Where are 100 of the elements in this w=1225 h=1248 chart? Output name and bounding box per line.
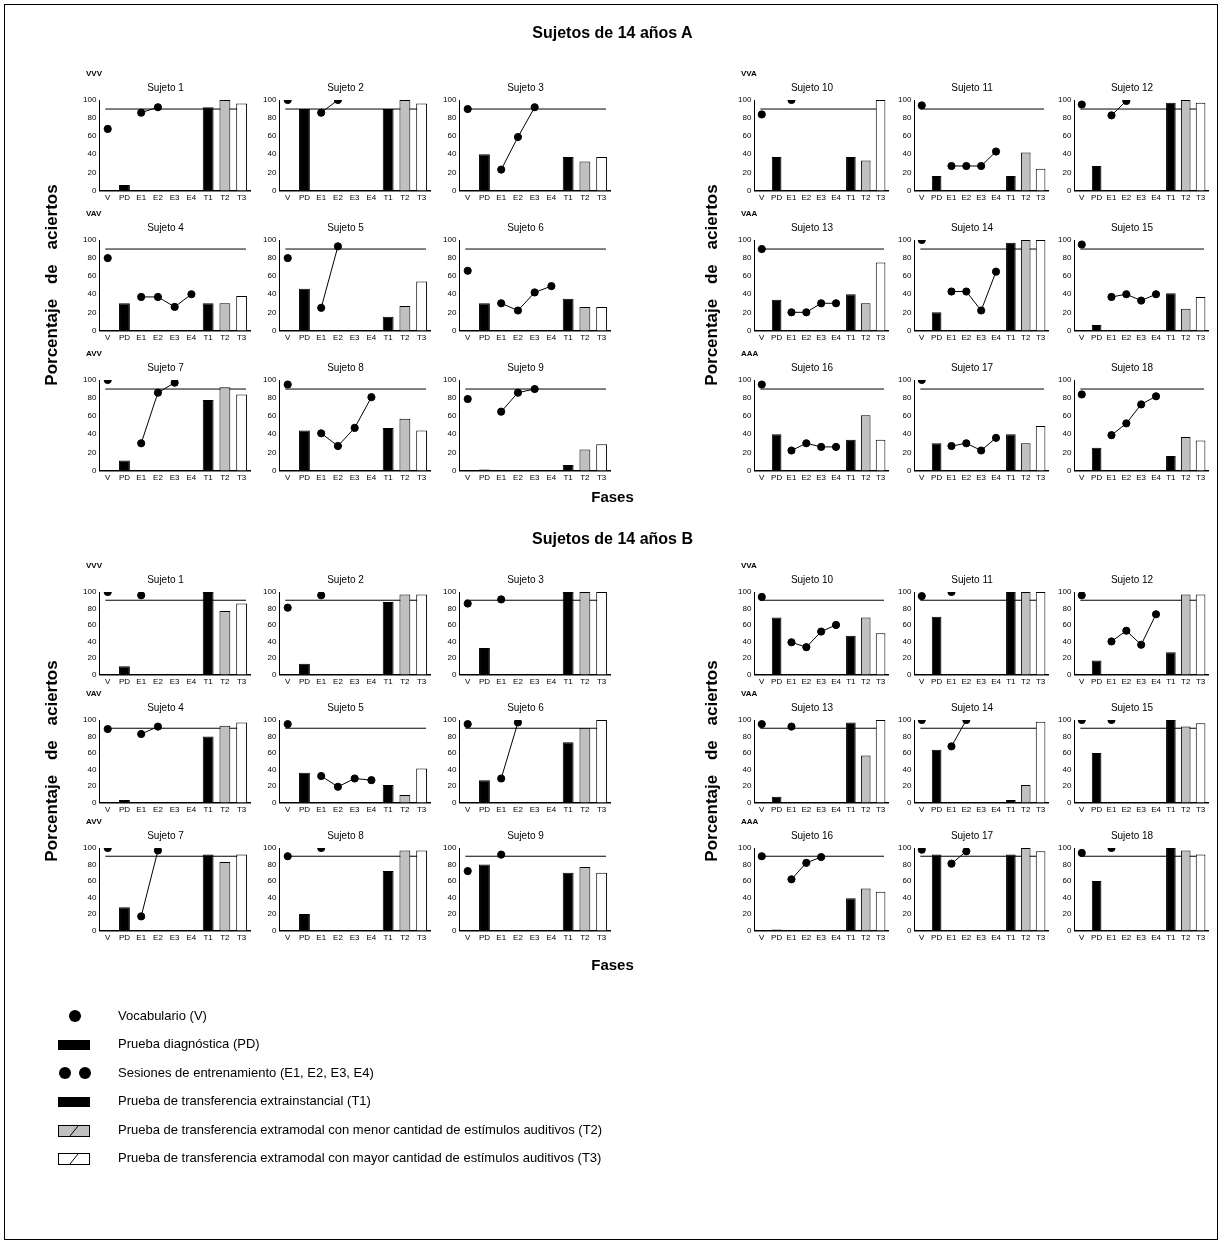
text: Sesiones de entrenamiento (E1, E2, E3, E4) <box>118 1064 374 1080</box>
y-tick-label: 100 <box>262 235 277 245</box>
x-tick-label: T2 <box>580 333 591 343</box>
x-tick-label: E1 <box>1106 333 1117 343</box>
x-tick-label: E1 <box>136 193 147 203</box>
x-tick-label: E2 <box>513 677 524 687</box>
x-tick-label: T2 <box>400 677 411 687</box>
x-tick-label: E3 <box>529 805 541 815</box>
y-tick-label: 20 <box>267 307 277 317</box>
y-tick-label: 0 <box>1066 669 1072 679</box>
chart-title: Sujeto 10 <box>790 81 834 93</box>
y-tick-label: 60 <box>267 748 277 758</box>
y-tick-label: 0 <box>91 669 97 679</box>
x-tick-label: E2 <box>1121 473 1132 483</box>
x-tick-label: E1 <box>136 933 147 943</box>
x-tick-label: E1 <box>786 677 797 687</box>
x-tick-label: E1 <box>316 333 327 343</box>
y-tick-label: 80 <box>902 859 912 869</box>
y-tick-label: 80 <box>87 113 97 123</box>
y-tick-label: 40 <box>742 892 752 902</box>
x-tick-label: T3 <box>596 677 607 687</box>
y-tick-label: 100 <box>737 375 752 385</box>
chart-title: Sujeto 9 <box>507 361 545 373</box>
chart-subtitle: VVV <box>86 69 103 78</box>
y-tick-label: 100 <box>262 843 277 853</box>
chart-title: Sujeto 17 <box>950 829 994 841</box>
x-tick-label: E4 <box>831 677 842 687</box>
chart-subtitle: VAV <box>86 209 102 218</box>
x-tick-label: V <box>1079 677 1086 687</box>
x-tick-label: T3 <box>596 473 607 483</box>
y-tick-label: 40 <box>902 289 912 299</box>
x-tick-label: E4 <box>1151 933 1162 943</box>
y-tick-label: 60 <box>267 411 277 421</box>
y-tick-label: 40 <box>87 892 97 902</box>
y-tick-label: 60 <box>267 271 277 281</box>
x-tick-label: E2 <box>333 933 344 943</box>
y-tick-label: 100 <box>897 375 912 385</box>
x-tick-label: V <box>1079 805 1086 815</box>
x-tick-label: E3 <box>169 333 181 343</box>
y-tick-label: 100 <box>737 843 752 853</box>
y-tick-label: 100 <box>897 95 912 105</box>
x-tick-label: E4 <box>991 677 1002 687</box>
chart-title: Sujeto 14 <box>950 221 994 233</box>
y-tick-label: 60 <box>902 748 912 758</box>
y-tick-label: 0 <box>906 465 912 475</box>
x-tick-label: E2 <box>961 473 972 483</box>
y-tick-label: 80 <box>87 393 97 403</box>
x-tick-label: V <box>759 333 766 343</box>
x-tick-label: T3 <box>236 333 247 343</box>
x-tick-label: T1 <box>1166 933 1177 943</box>
y-tick-label: 80 <box>1062 253 1072 263</box>
y-tick-label: 100 <box>737 95 752 105</box>
y-tick-label: 0 <box>451 797 457 807</box>
x-tick-label: T1 <box>846 333 857 343</box>
x-tick-label: T3 <box>1035 473 1046 483</box>
x-tick-label: T2 <box>220 193 231 203</box>
chart-title: Sujeto 17 <box>950 361 994 373</box>
x-tick-label: PD <box>118 677 131 687</box>
y-tick-label: 20 <box>447 781 457 791</box>
x-tick-label: T2 <box>861 193 871 203</box>
x-tick-label: T1 <box>1166 677 1177 687</box>
x-tick-label: T1 <box>383 805 394 815</box>
y-tick-label: 60 <box>902 620 912 630</box>
x-tick-label: V <box>105 805 112 815</box>
x-tick-label: T2 <box>1021 333 1031 343</box>
x-tick-label: PD <box>478 333 491 343</box>
y-tick-label: 80 <box>87 603 97 613</box>
y-tick-label: 80 <box>267 253 277 263</box>
y-tick-label: 20 <box>902 307 912 317</box>
y-tick-label: 0 <box>1066 185 1072 195</box>
x-tick-label: E1 <box>1106 677 1117 687</box>
y-tick-label: 80 <box>742 253 752 263</box>
x-tick-label: PD <box>931 193 943 203</box>
x-tick-label: E4 <box>1151 333 1162 343</box>
x-tick-label: E3 <box>816 933 827 943</box>
x-tick-label: E2 <box>513 805 524 815</box>
y-tick-label: 0 <box>906 797 912 807</box>
y-tick-label: 80 <box>267 603 277 613</box>
x-tick-label: E1 <box>316 933 327 943</box>
y-tick-label: 40 <box>87 429 97 439</box>
chart-subtitle: AVV <box>86 349 102 358</box>
chart-title: Sujeto 1 <box>147 573 185 585</box>
x-tick-label: PD <box>931 933 943 943</box>
x-tick-label: PD <box>771 193 783 203</box>
x-tick-label: T3 <box>875 677 886 687</box>
y-tick-label: 40 <box>742 636 752 646</box>
x-tick-label: V <box>285 333 292 343</box>
x-tick-label: E1 <box>786 933 797 943</box>
chart-title: Sujeto 18 <box>1110 361 1154 373</box>
x-tick-label: PD <box>1091 473 1103 483</box>
x-tick-label: V <box>465 473 472 483</box>
y-tick-label: 60 <box>742 271 752 281</box>
x-tick-label: T1 <box>203 333 214 343</box>
y-tick-label: 20 <box>902 167 912 177</box>
x-tick-label: T3 <box>875 933 886 943</box>
y-tick-label: 100 <box>442 843 457 853</box>
y-tick-label: 60 <box>447 876 457 886</box>
x-tick-label: T1 <box>203 193 214 203</box>
y-tick-label: 60 <box>87 748 97 758</box>
x-tick-label: E1 <box>1106 933 1117 943</box>
